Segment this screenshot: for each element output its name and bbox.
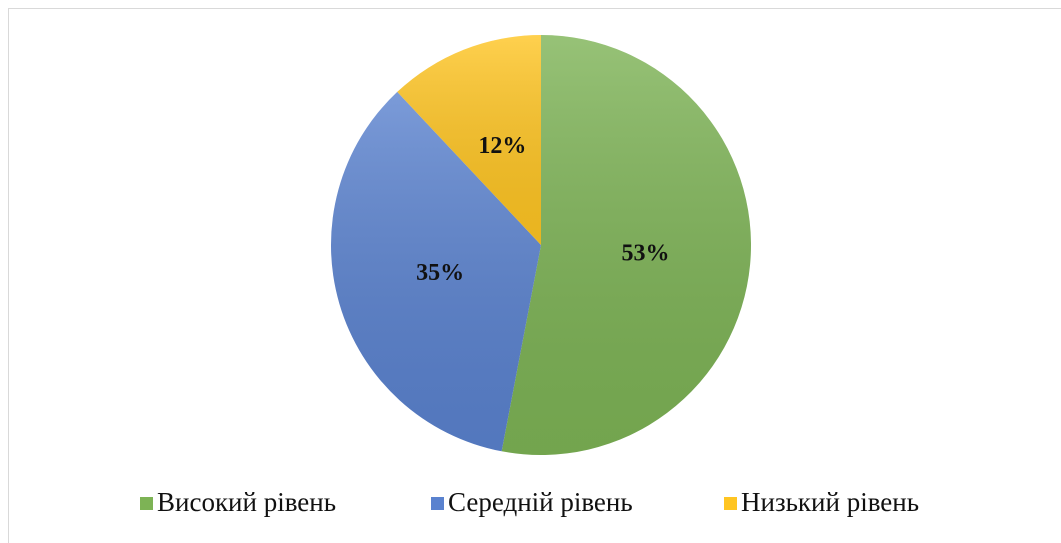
slice-shade (501, 35, 751, 455)
chart-frame (8, 8, 1061, 543)
legend-label: Високий рівень (157, 487, 336, 517)
data-label: 35% (416, 260, 464, 286)
slice-shade (331, 91, 541, 452)
data-label: 53% (622, 240, 670, 266)
legend-swatch (724, 497, 737, 510)
slice-shade (397, 35, 541, 245)
legend-swatch (431, 497, 444, 510)
legend-label: Низький рівень (741, 487, 919, 517)
legend-swatch (140, 497, 153, 510)
legend-label: Середній рівень (448, 487, 633, 517)
data-label: 12% (478, 133, 526, 159)
